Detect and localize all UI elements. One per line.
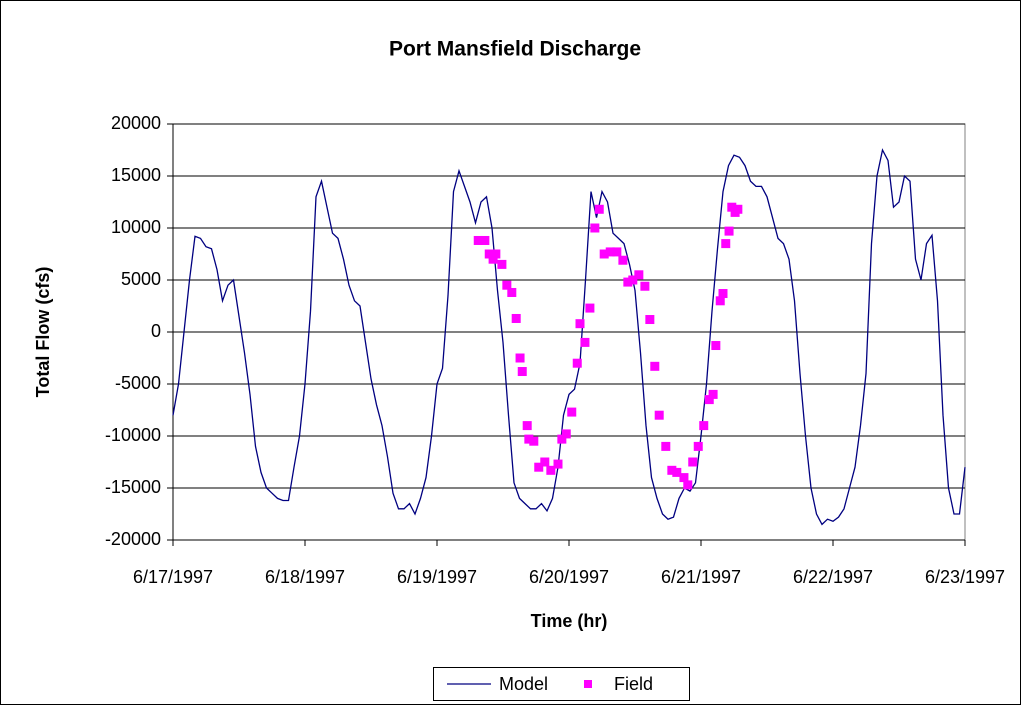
field-point bbox=[517, 367, 527, 377]
field-point bbox=[511, 313, 521, 323]
y-tick-label: 5000 bbox=[121, 269, 161, 289]
field-point bbox=[590, 223, 600, 233]
field-point bbox=[733, 204, 743, 214]
field-point bbox=[724, 226, 734, 236]
field-point bbox=[605, 247, 615, 257]
field-point bbox=[718, 289, 728, 299]
field-point bbox=[693, 441, 703, 451]
field-point bbox=[473, 235, 483, 245]
field-point bbox=[575, 319, 585, 329]
legend-label: Field bbox=[614, 674, 653, 694]
field-point bbox=[708, 389, 718, 399]
field-point bbox=[491, 249, 501, 259]
field-point bbox=[623, 277, 633, 287]
field-point bbox=[688, 457, 698, 467]
field-point bbox=[715, 296, 725, 306]
field-point bbox=[699, 421, 709, 431]
x-tick-label: 6/22/1997 bbox=[793, 567, 873, 587]
field-point bbox=[618, 255, 628, 265]
field-point bbox=[727, 202, 737, 212]
y-tick-label: 10000 bbox=[111, 217, 161, 237]
field-point bbox=[484, 249, 494, 259]
field-point bbox=[546, 465, 556, 475]
field-point bbox=[599, 249, 609, 259]
field-point bbox=[672, 467, 682, 477]
field-point bbox=[561, 429, 571, 439]
field-point bbox=[650, 361, 660, 371]
field-point bbox=[507, 287, 517, 297]
field-point bbox=[488, 254, 498, 264]
y-tick-label: 20000 bbox=[111, 113, 161, 133]
field-point bbox=[683, 480, 693, 490]
field-point bbox=[534, 462, 544, 472]
field-point bbox=[502, 280, 512, 290]
field-point bbox=[628, 275, 638, 285]
field-point bbox=[661, 441, 671, 451]
field-point bbox=[721, 239, 731, 249]
y-tick-label: -20000 bbox=[105, 529, 161, 549]
field-point bbox=[679, 473, 689, 483]
field-point bbox=[612, 247, 622, 257]
field-point bbox=[540, 457, 550, 467]
y-tick-label: 0 bbox=[151, 321, 161, 341]
field-point bbox=[645, 315, 655, 325]
x-tick-label: 6/23/1997 bbox=[925, 567, 1005, 587]
field-point bbox=[522, 421, 532, 431]
field-point bbox=[704, 395, 714, 405]
field-point bbox=[497, 259, 507, 269]
field-point bbox=[572, 358, 582, 368]
field-point bbox=[667, 465, 677, 475]
y-axis-title: Total Flow (cfs) bbox=[33, 267, 53, 398]
x-tick-label: 6/20/1997 bbox=[529, 567, 609, 587]
field-point bbox=[524, 434, 534, 444]
field-point bbox=[515, 353, 525, 363]
x-tick-label: 6/17/1997 bbox=[133, 567, 213, 587]
x-tick-label: 6/18/1997 bbox=[265, 567, 345, 587]
field-point bbox=[640, 281, 650, 291]
field-point bbox=[480, 235, 490, 245]
legend-label: Model bbox=[499, 674, 548, 694]
x-tick-label: 6/19/1997 bbox=[397, 567, 477, 587]
y-tick-label: -10000 bbox=[105, 425, 161, 445]
y-tick-label: 15000 bbox=[111, 165, 161, 185]
model-line bbox=[172, 148, 966, 526]
y-tick-label: -15000 bbox=[105, 477, 161, 497]
field-point bbox=[529, 436, 539, 446]
y-tick-label: -5000 bbox=[115, 373, 161, 393]
field-point bbox=[654, 410, 664, 420]
field-point bbox=[580, 337, 590, 347]
x-tick-label: 6/21/1997 bbox=[661, 567, 741, 587]
x-axis-title: Time (hr) bbox=[531, 611, 608, 631]
legend-swatch bbox=[584, 680, 592, 688]
field-point bbox=[594, 204, 604, 214]
field-point bbox=[634, 270, 644, 280]
field-point bbox=[585, 303, 595, 313]
field-point bbox=[711, 341, 721, 351]
chart-title: Port Mansfield Discharge bbox=[389, 38, 641, 61]
field-point bbox=[553, 459, 563, 469]
field-point bbox=[567, 407, 577, 417]
field-point bbox=[557, 434, 567, 444]
